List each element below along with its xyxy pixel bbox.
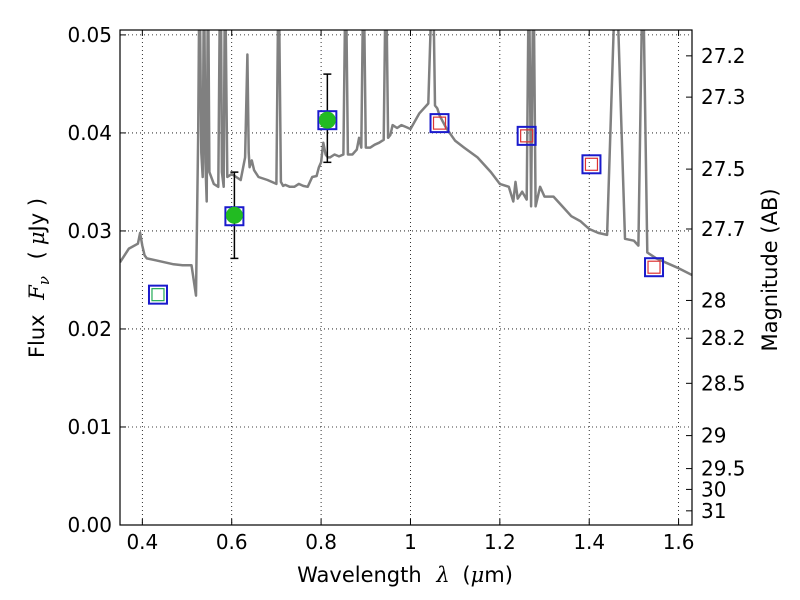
plot-frame — [119, 29, 693, 526]
model-square — [644, 257, 665, 278]
photometry-point — [225, 206, 243, 224]
mag-tick-label: 28.2 — [701, 326, 746, 350]
x-tick-label: 1.2 — [484, 530, 516, 554]
mag-tick-label: 29 — [701, 424, 726, 448]
y2-axis-title: Magnitude (AB) — [758, 188, 782, 351]
model-square — [581, 154, 602, 175]
markers-layer — [147, 73, 665, 305]
upper-limit-marker — [647, 260, 661, 274]
x-tick-label: 0.8 — [305, 530, 337, 554]
mag-tick-label: 30 — [701, 477, 726, 501]
model-square — [516, 125, 537, 146]
mag-tick-label: 29.5 — [701, 457, 746, 481]
y-tick-label: 0.02 — [67, 317, 112, 341]
x-tick-label: 1.4 — [573, 530, 605, 554]
y-tick-label: 0.03 — [67, 219, 112, 243]
mag-tick-label: 27.7 — [701, 217, 746, 241]
y-tick-label: 0.04 — [67, 121, 112, 145]
model-sed-line — [120, 30, 692, 297]
mag-tick-label: 27.5 — [701, 157, 746, 181]
model-sed-layer — [120, 30, 692, 297]
x-tick-label: 1.6 — [663, 530, 695, 554]
x-axis-title: Wavelength λ (μm) — [297, 563, 513, 587]
upper-limit-marker — [151, 288, 165, 302]
x-tick-label: 0.4 — [126, 530, 158, 554]
ticks-layer: 0.4 0.6 0.8 1 1.2 1.4 1.6 0.00 0.01 0.02 0.03 0.04 0… — [67, 23, 745, 554]
mag-tick-label: 28.5 — [701, 371, 746, 395]
model-square — [147, 284, 168, 305]
upper-limit-marker — [432, 116, 447, 130]
x-tick-label: 0.6 — [216, 530, 248, 554]
mag-tick-label: 27.3 — [701, 85, 746, 109]
model-square — [317, 110, 338, 131]
mag-tick-label: 31 — [701, 499, 726, 523]
x-tick-label: 1 — [404, 530, 417, 554]
mag-tick-label: 28 — [701, 288, 726, 312]
mag-tick-label: 27.2 — [701, 44, 746, 68]
y-tick-label: 0.05 — [67, 23, 112, 47]
upper-limit-marker — [520, 129, 534, 143]
upper-limit-marker — [584, 157, 599, 171]
y-tick-label: 0.00 — [67, 513, 112, 537]
model-square — [429, 113, 450, 134]
y-axis-title: Flux Fν (μJy ) — [25, 198, 54, 358]
photometry-point — [318, 111, 336, 129]
y-tick-label: 0.01 — [67, 415, 112, 439]
